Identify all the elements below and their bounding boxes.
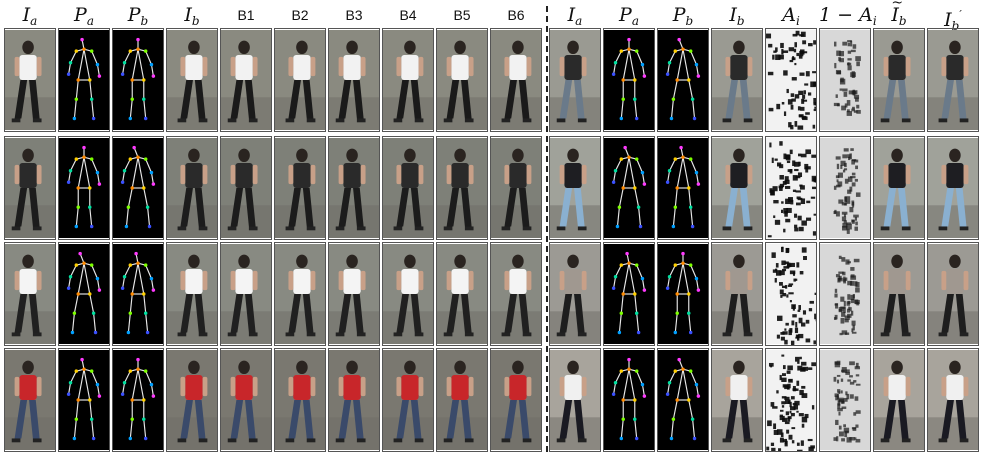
person-image [382,348,434,452]
person-image [927,348,979,452]
person-image [220,136,272,240]
person-image [873,136,925,240]
person-image [436,28,488,132]
person-image [166,136,218,240]
person-image [549,242,601,346]
person-image [711,28,763,132]
pose-image [657,348,709,452]
person-image [382,242,434,346]
person-image [220,28,272,132]
person-image [927,136,979,240]
left-header-0: Ia [22,4,38,28]
attention-mask-image [765,136,817,240]
person-image [166,28,218,132]
pose-image [603,28,655,132]
person-image [220,348,272,452]
right-header-2: Pb [672,4,694,28]
pose-image [58,28,110,132]
person-image [549,136,601,240]
person-image [274,136,326,240]
person-image [711,242,763,346]
person-image [873,28,925,132]
pose-image [657,242,709,346]
pose-image [112,242,164,346]
person-image [873,242,925,346]
left-header-5: B2 [291,7,309,23]
left-header-6: B3 [345,7,363,23]
left-header-2: Pb [127,4,149,28]
person-image [927,242,979,346]
section-divider [546,6,548,452]
person-image [873,348,925,452]
attention-mask-image [765,28,817,132]
pose-image [603,242,655,346]
left-header-9: B6 [507,7,525,23]
person-image [328,136,380,240]
person-image [490,348,542,452]
pose-image [58,348,110,452]
attention-mask-image [765,348,817,452]
left-header-8: B5 [453,7,471,23]
person-image [220,242,272,346]
inverse-mask-image [819,28,871,132]
pose-image [58,136,110,240]
person-image [436,136,488,240]
person-image [274,348,326,452]
person-image [328,348,380,452]
inverse-mask-image [819,348,871,452]
person-image [328,242,380,346]
person-image [711,348,763,452]
pose-image [657,28,709,132]
pose-image [112,28,164,132]
right-header-4: Ai [782,4,800,28]
person-image [436,348,488,452]
right-header-6: Ib [873,0,925,28]
pose-image [112,348,164,452]
inverse-mask-image [819,136,871,240]
pose-image [112,136,164,240]
person-image [4,28,56,132]
person-image [274,242,326,346]
pose-image [603,136,655,240]
right-header-1: Pa [619,4,639,28]
attention-mask-image [765,242,817,346]
person-image [711,136,763,240]
person-image [490,136,542,240]
person-image [490,28,542,132]
person-image [436,242,488,346]
person-image [274,28,326,132]
person-image [382,136,434,240]
left-header-1: Pa [74,4,94,28]
person-image [927,28,979,132]
right-header-3: Ib [729,4,745,28]
left-header-4: B1 [237,7,255,23]
person-image [549,28,601,132]
left-header-7: B4 [399,7,417,23]
pose-image [657,136,709,240]
person-image [328,28,380,132]
inverse-mask-image [819,242,871,346]
person-image [4,242,56,346]
person-image [382,28,434,132]
right-header-5: 1 − Ai [819,4,877,28]
person-image [490,242,542,346]
person-image [4,136,56,240]
person-image [166,348,218,452]
person-image [549,348,601,452]
right-header-0: Ia [567,4,583,28]
person-image [166,242,218,346]
left-header-3: Ib [184,4,200,28]
pose-image [603,348,655,452]
pose-image [58,242,110,346]
right-header-7: Ib′ [944,8,962,33]
person-image [4,348,56,452]
